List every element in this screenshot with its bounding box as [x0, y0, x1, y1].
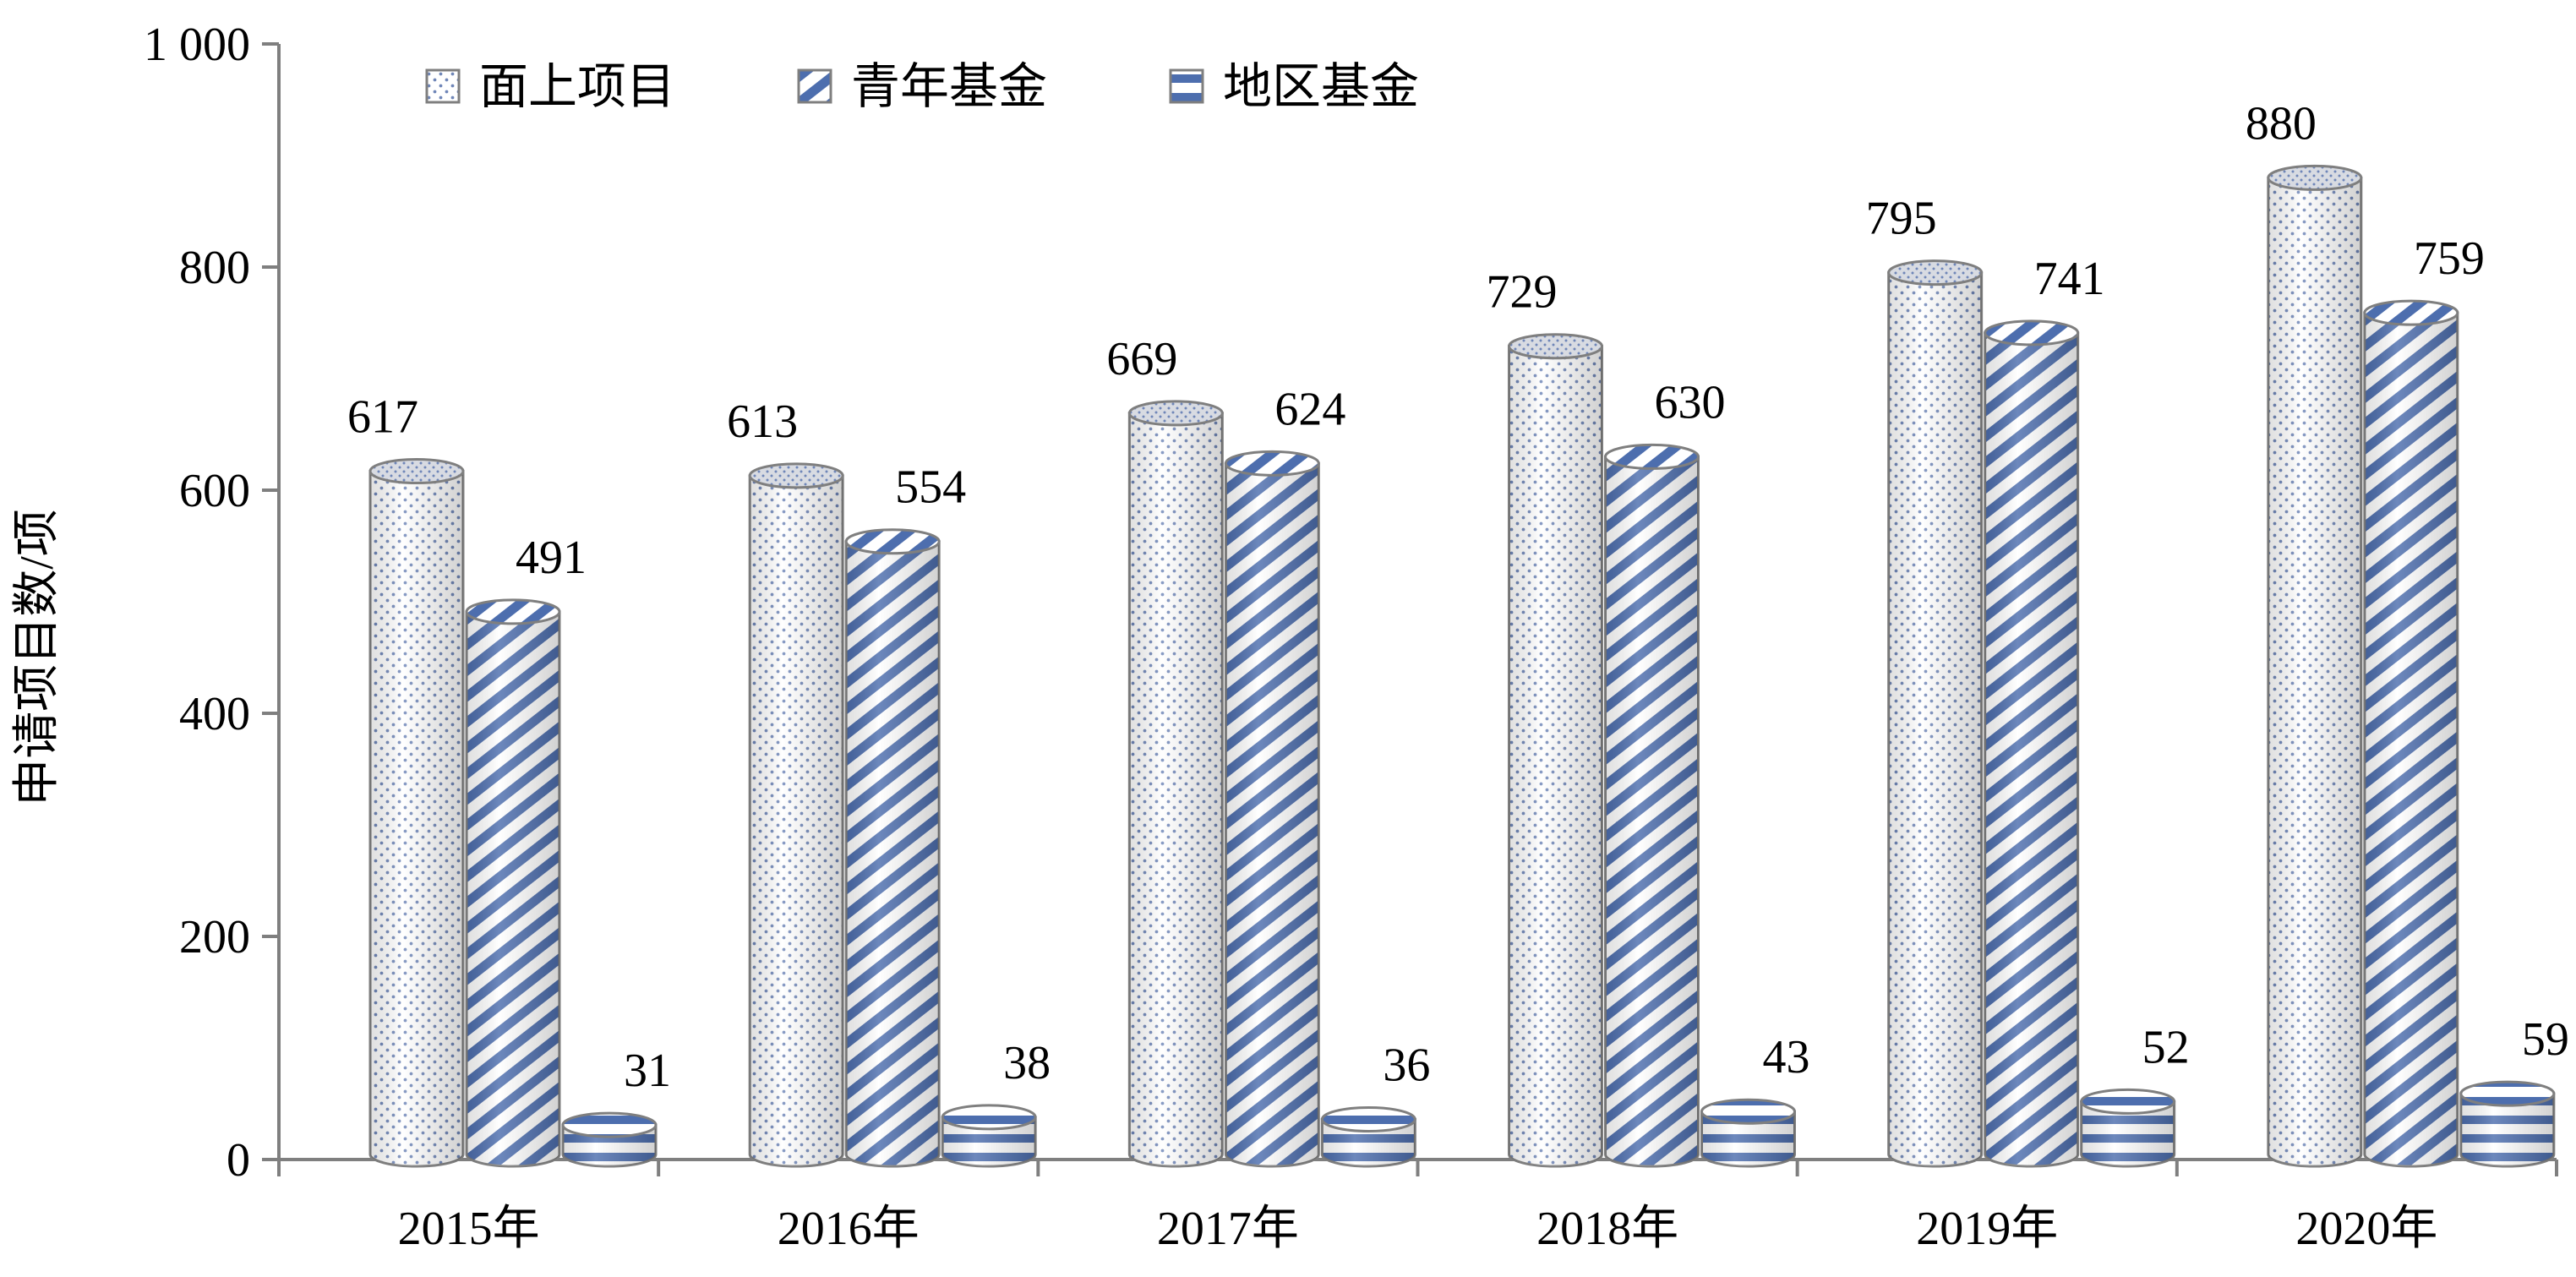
bar-shade	[2460, 1094, 2554, 1167]
data-label: 52	[2142, 1021, 2190, 1073]
bar-shade	[467, 611, 559, 1166]
bar-shade	[370, 471, 463, 1166]
bar-top	[1984, 319, 2080, 347]
legend-label: 青年基金	[851, 59, 1047, 114]
data-label: 43	[1763, 1031, 1810, 1083]
bar-top	[1224, 450, 1320, 477]
x-tick-label: 2017年	[1157, 1203, 1299, 1255]
data-label: 795	[1866, 193, 1937, 245]
data-label: 613	[727, 396, 798, 448]
bar-shade	[2364, 313, 2458, 1167]
bar	[2459, 1080, 2556, 1168]
bar-top	[465, 598, 561, 625]
y-tick-label: 600	[179, 465, 250, 517]
bar-top	[368, 458, 465, 485]
data-label: 759	[2414, 232, 2485, 285]
y-tick-label: 0	[226, 1134, 250, 1187]
legend-swatch	[797, 68, 832, 104]
x-tick-label: 2015年	[398, 1203, 540, 1255]
legend-label: 地区基金	[1223, 59, 1419, 114]
bar	[1887, 259, 1984, 1168]
y-tick-label: 200	[179, 911, 250, 963]
bar	[561, 1111, 658, 1168]
data-label: 729	[1487, 266, 1558, 319]
bar-top	[2267, 164, 2363, 191]
axes: 0 200 400 600 800 1 000 2015年 2016年 2017年 2018年 20…	[144, 19, 2558, 1255]
bar-shade	[1701, 1111, 1795, 1167]
bar-top	[1887, 259, 1984, 287]
data-label: 630	[1655, 376, 1726, 428]
x-tick-label: 2018年	[1536, 1203, 1678, 1255]
data-label: 669	[1106, 333, 1177, 385]
bar-top	[748, 462, 844, 489]
bar	[1508, 333, 1603, 1168]
bar-shade	[2081, 1101, 2175, 1167]
bar-shade	[942, 1116, 1036, 1167]
data-label: 31	[624, 1045, 671, 1097]
bar-top	[2080, 1088, 2176, 1115]
data-label: 624	[1274, 383, 1345, 435]
legend-swatch	[425, 68, 461, 104]
data-label: 491	[516, 532, 587, 584]
bar-top	[1320, 1105, 1416, 1132]
y-tick-label: 800	[179, 242, 250, 294]
bar-shade	[846, 541, 940, 1167]
bar	[2080, 1088, 2176, 1168]
data-label: 880	[2246, 97, 2317, 150]
data-label: 36	[1383, 1039, 1430, 1091]
bar-shade	[1888, 272, 1982, 1167]
bar-shade	[1984, 332, 2078, 1167]
bar-top	[1700, 1098, 1796, 1125]
bar-shade	[1225, 463, 1319, 1167]
bar-shade	[1509, 346, 1602, 1167]
bar-top	[1508, 333, 1603, 360]
bar-shade	[1605, 456, 1699, 1167]
bar	[2267, 164, 2363, 1168]
data-label: 38	[1003, 1037, 1051, 1089]
bar	[1984, 319, 2080, 1168]
bar	[941, 1104, 1037, 1168]
bar-shade	[2268, 177, 2361, 1167]
bar	[1604, 443, 1700, 1168]
bar-shade	[1129, 412, 1223, 1167]
x-tick-label: 2016年	[778, 1203, 920, 1255]
bar	[368, 458, 465, 1168]
bar	[1224, 450, 1320, 1168]
data-label: 554	[895, 461, 966, 514]
x-tick-label: 2019年	[1916, 1203, 2058, 1255]
bar-top	[1127, 400, 1224, 427]
bar	[465, 598, 561, 1168]
bar	[2363, 299, 2459, 1168]
bar-top	[844, 528, 941, 555]
bar-top	[561, 1111, 658, 1138]
bar-top	[941, 1104, 1037, 1131]
y-tick-label: 1 000	[144, 19, 250, 71]
data-labels: 617 613 669 729 795 880 491 554 624 630 741 759 31 38…	[347, 97, 2569, 1097]
legend: 面上项目 青年基金 地区基金	[425, 59, 1419, 114]
data-label: 741	[2034, 253, 2105, 305]
legend-label: 面上项目	[479, 59, 675, 114]
bars	[368, 164, 2556, 1168]
bar	[748, 462, 844, 1168]
legend-swatch	[1169, 68, 1204, 104]
y-axis-label: 申请项目数/项	[11, 509, 63, 806]
bar	[1700, 1098, 1796, 1168]
bar-shade	[750, 475, 843, 1167]
data-label: 59	[2522, 1013, 2569, 1066]
y-tick-label: 400	[179, 688, 250, 740]
bar-shade	[1322, 1119, 1416, 1167]
bar-top	[2459, 1080, 2556, 1107]
x-tick-label: 2020年	[2295, 1203, 2437, 1255]
bar	[1127, 400, 1224, 1168]
bar-top	[2363, 299, 2459, 326]
bar	[844, 528, 941, 1168]
bar-top	[1604, 443, 1700, 470]
bar	[1320, 1105, 1416, 1168]
data-label: 617	[347, 391, 418, 444]
